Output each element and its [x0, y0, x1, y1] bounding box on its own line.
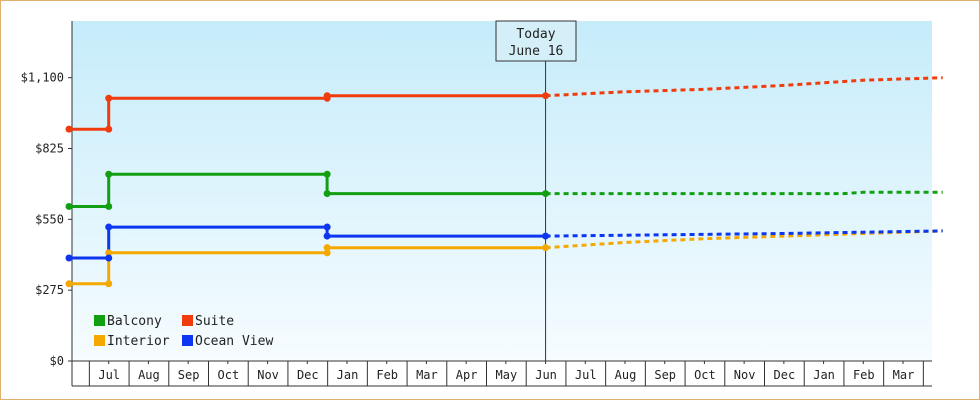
x-tick-label: Nov — [734, 368, 756, 382]
legend-label-suite: Suite — [195, 314, 234, 329]
y-tick-label: $1,100 — [21, 71, 64, 85]
data-point-interior — [323, 244, 331, 252]
x-tick-label: Sep — [654, 368, 676, 382]
x-tick-label: Apr — [456, 368, 478, 382]
x-tick-label: Jul — [575, 368, 597, 382]
x-tick-label: May — [496, 368, 518, 382]
x-tick-label: Nov — [257, 368, 279, 382]
data-point-balcony — [65, 202, 73, 210]
data-point-interior — [542, 244, 550, 252]
data-point-ocean-view — [323, 223, 331, 231]
data-point-balcony — [323, 190, 331, 198]
today-date: June 16 — [509, 44, 564, 59]
data-point-balcony — [323, 170, 331, 178]
data-point-balcony — [105, 170, 113, 178]
data-point-balcony — [105, 202, 113, 210]
series-line-ocean-view — [69, 225, 546, 260]
x-tick-label: Dec — [774, 368, 796, 382]
data-point-suite — [65, 125, 73, 133]
data-point-ocean-view — [323, 232, 331, 240]
series-line-balcony — [69, 172, 546, 208]
data-point-suite — [105, 125, 113, 133]
series-forecast-suite — [545, 76, 943, 98]
data-point-ocean-view — [542, 232, 550, 240]
series-line-suite — [69, 94, 546, 131]
y-tick-label: $550 — [35, 212, 64, 226]
x-tick-label: Feb — [376, 368, 398, 382]
x-tick-label: Dec — [297, 368, 319, 382]
x-tick-label: Aug — [615, 368, 637, 382]
data-point-suite — [542, 92, 550, 100]
x-tick-label: Oct — [218, 368, 240, 382]
data-point-interior — [65, 280, 73, 288]
today-marker: Today June 16 — [495, 20, 577, 361]
y-tick-label: $825 — [35, 142, 64, 156]
x-tick-label: Oct — [694, 368, 716, 382]
legend-swatch-suite — [182, 315, 193, 326]
series-line-interior — [69, 246, 546, 286]
today-box — [495, 20, 577, 62]
legend-swatch-balcony — [94, 315, 105, 326]
y-tick-label: $275 — [35, 283, 64, 297]
x-tick-label: Sep — [178, 368, 200, 382]
series-lines — [69, 76, 943, 286]
legend-swatch-ocean-view — [182, 335, 193, 346]
series-forecast-interior — [545, 229, 943, 250]
data-point-suite — [323, 92, 331, 100]
today-label: Today — [516, 27, 555, 42]
legend-label-ocean-view: Ocean View — [195, 334, 273, 349]
data-point-ocean-view — [105, 223, 113, 231]
legend-label-interior: Interior — [107, 334, 170, 349]
data-point-interior — [105, 249, 113, 257]
x-tick-label: Feb — [853, 368, 875, 382]
data-point-ocean-view — [65, 254, 73, 262]
data-point-interior — [105, 280, 113, 288]
legend-swatch-interior — [94, 335, 105, 346]
data-point-suite — [105, 94, 113, 102]
series-forecast-balcony — [545, 190, 943, 196]
series-markers — [65, 92, 550, 288]
x-tick-label: Jun — [535, 368, 557, 382]
x-tick-label: Aug — [138, 368, 160, 382]
x-tick-label: Jan — [813, 368, 835, 382]
y-tick-label: $0 — [50, 354, 64, 368]
x-tick-label: Jul — [98, 368, 120, 382]
data-point-interior — [323, 249, 331, 257]
data-point-balcony — [542, 190, 550, 198]
x-tick-label: Jan — [337, 368, 359, 382]
x-tick-label: Mar — [416, 368, 438, 382]
series-forecast-ocean-view — [545, 229, 943, 238]
legend-label-balcony: Balcony — [107, 314, 162, 329]
legend: Balcony Suite Interior Ocean View — [94, 314, 273, 349]
data-point-ocean-view — [105, 254, 113, 262]
axes: $0 $275 $550 $825 $1,100 Jul Aug Sep Oct Nov Dec Ja… — [21, 21, 932, 387]
plot-background — [72, 21, 932, 361]
x-tick-label: Mar — [893, 368, 915, 382]
